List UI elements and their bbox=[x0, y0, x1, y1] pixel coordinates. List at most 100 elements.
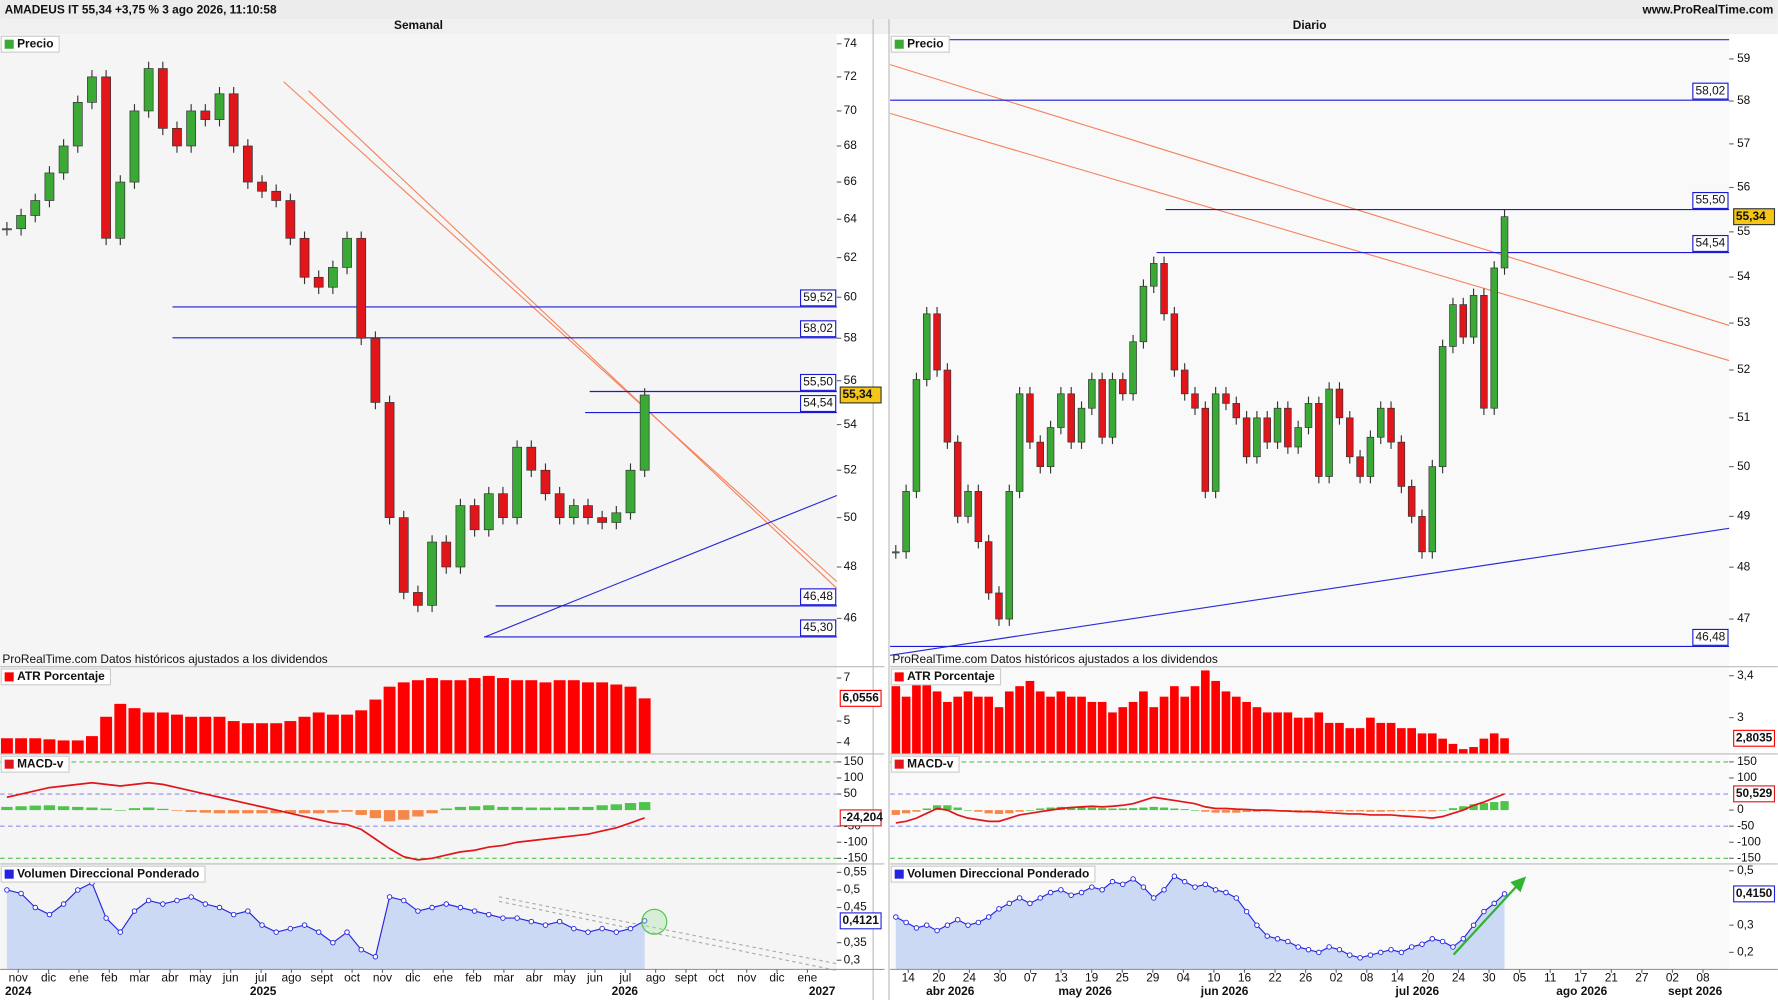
macd-histogram-bar bbox=[568, 806, 580, 811]
level-label: 54,54 bbox=[803, 396, 833, 410]
volume-point bbox=[131, 908, 138, 914]
x-tick-label: 10 bbox=[1207, 971, 1221, 985]
x-tick-label: ago bbox=[281, 971, 301, 985]
atr-bar bbox=[496, 678, 509, 754]
volume-point bbox=[514, 915, 520, 921]
macd-histogram-bar bbox=[1397, 810, 1406, 812]
candle-body bbox=[200, 110, 211, 120]
macd-histogram-bar bbox=[313, 810, 325, 814]
candle-body bbox=[953, 441, 962, 517]
level-label: 46,48 bbox=[803, 589, 833, 603]
candle-body bbox=[328, 267, 338, 288]
macd-histogram-bar bbox=[497, 806, 509, 811]
candle-body bbox=[1418, 516, 1426, 553]
macd-histogram-bar bbox=[1490, 802, 1499, 811]
macd-histogram-bar bbox=[57, 806, 70, 811]
legend-box bbox=[890, 35, 950, 53]
y-tick-label: 54 bbox=[1737, 269, 1751, 283]
volume-point bbox=[1460, 936, 1466, 942]
macd-histogram-bar bbox=[256, 810, 268, 814]
x-tick-label: may bbox=[189, 971, 212, 985]
candle-body bbox=[342, 237, 352, 268]
macd-histogram-bar bbox=[483, 805, 495, 811]
atr-bar bbox=[171, 714, 183, 754]
legend-label: ATR Porcentaje bbox=[17, 669, 105, 683]
legend-icon bbox=[894, 869, 904, 879]
volume-point bbox=[1016, 895, 1023, 901]
volume-point bbox=[627, 925, 634, 932]
volume-point bbox=[556, 918, 563, 925]
last-value-label: -24,204 bbox=[843, 810, 884, 824]
y-tick-label: 57 bbox=[1737, 136, 1751, 150]
x-tick-label: 30 bbox=[993, 971, 1007, 985]
volume-point bbox=[924, 922, 930, 928]
atr-bar bbox=[1314, 712, 1324, 754]
atr-bar bbox=[0, 738, 13, 754]
candle-body bbox=[1191, 393, 1199, 409]
y-tick-label: 0,45 bbox=[844, 900, 868, 914]
legend-box bbox=[0, 668, 112, 686]
macd-histogram-bar bbox=[1304, 810, 1313, 811]
site-link[interactable]: www.ProRealTime.com bbox=[1642, 2, 1774, 16]
y-tick-label: 52 bbox=[844, 462, 858, 476]
volume-point bbox=[1316, 949, 1322, 956]
legend-icon bbox=[4, 869, 14, 879]
plot-bg bbox=[0, 34, 837, 970]
macd-histogram-bar bbox=[327, 810, 339, 813]
volume-point bbox=[358, 946, 364, 953]
last-value-box bbox=[839, 689, 882, 707]
candle-body bbox=[1304, 403, 1313, 428]
x-tick-label: 07 bbox=[1024, 971, 1038, 985]
source-note: ProRealTime.com Datos históricos ajustad… bbox=[892, 652, 1217, 666]
atr-bar bbox=[1438, 738, 1447, 754]
y-tick-label: 58 bbox=[844, 330, 858, 344]
volume-point bbox=[245, 908, 251, 914]
macd-histogram-bar bbox=[1355, 810, 1365, 812]
volume-point bbox=[471, 908, 478, 914]
trend-line bbox=[283, 81, 838, 583]
atr-bar bbox=[1231, 696, 1241, 754]
last-value-box bbox=[839, 809, 882, 827]
candle-body bbox=[1438, 346, 1447, 467]
volume-point bbox=[893, 914, 899, 920]
candle-body bbox=[611, 512, 622, 523]
candle-body bbox=[299, 237, 310, 278]
candle-body bbox=[1005, 491, 1014, 620]
y-tick-label: 0 bbox=[1737, 802, 1744, 816]
atr-bar bbox=[1015, 686, 1024, 754]
atr-bar bbox=[1066, 696, 1076, 754]
volume-point bbox=[903, 919, 909, 926]
atr-bar bbox=[85, 736, 98, 754]
macd-histogram-bar bbox=[29, 805, 41, 811]
legend-box bbox=[0, 865, 206, 883]
atr-bar bbox=[624, 686, 637, 754]
macd-histogram-bar bbox=[994, 810, 1004, 814]
last-value-box bbox=[1733, 785, 1776, 803]
y-tick-label: 55 bbox=[1737, 224, 1751, 238]
volume-point bbox=[1408, 944, 1415, 950]
y-tick-label: 52 bbox=[1737, 362, 1751, 376]
y-tick-label: 46 bbox=[844, 611, 858, 625]
atr-bar bbox=[1180, 696, 1190, 754]
macd-histogram-bar bbox=[1325, 810, 1334, 812]
macd-histogram-bar bbox=[1376, 810, 1385, 812]
candle-body bbox=[1108, 379, 1117, 438]
candle-body bbox=[625, 469, 636, 514]
y-tick-label: 51 bbox=[1737, 410, 1751, 424]
atr-bar bbox=[1427, 733, 1437, 754]
atr-bar bbox=[100, 716, 113, 754]
x-tick-label: 05 bbox=[1513, 971, 1527, 985]
atr-bar bbox=[953, 696, 963, 754]
x-tick-label: 08 bbox=[1696, 971, 1710, 985]
x-tick-label: feb bbox=[465, 971, 482, 985]
atr-bar bbox=[1211, 680, 1220, 754]
macd-histogram-bar bbox=[142, 807, 155, 811]
volume-point bbox=[571, 925, 577, 932]
level-label: 58,02 bbox=[1696, 83, 1726, 97]
x-tick-label: jul bbox=[618, 971, 631, 985]
candle-body bbox=[44, 172, 55, 201]
volume-point bbox=[457, 904, 464, 911]
candle-body bbox=[1036, 441, 1044, 467]
volume-point bbox=[1027, 900, 1033, 907]
volume-point bbox=[528, 918, 535, 925]
